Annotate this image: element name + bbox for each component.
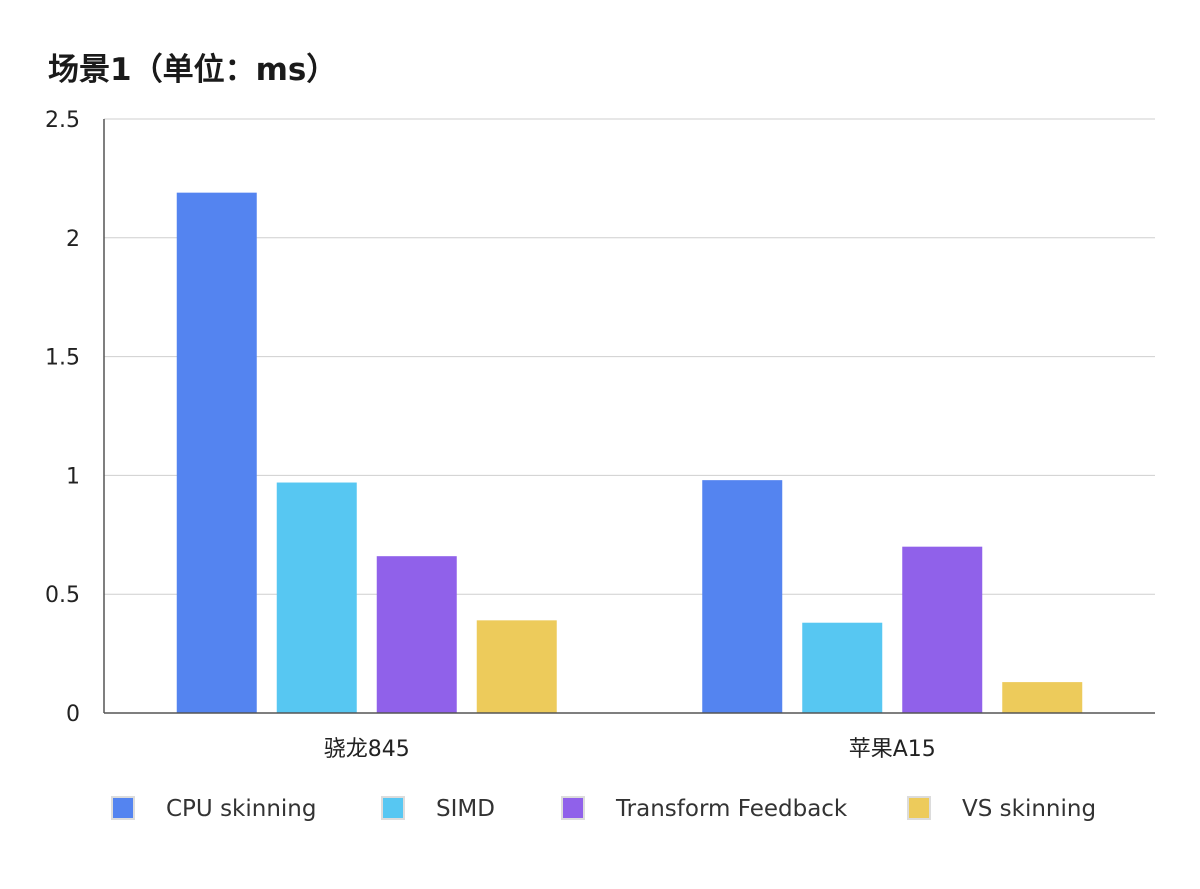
gridlines [104,118,1155,595]
x-tick-label: 苹果A15 [849,737,936,762]
x-tick-label: 骁龙845 [324,737,410,762]
y-tick-label: 0.5 [45,583,80,608]
bar [176,192,257,713]
y-tick-label: 0 [66,702,80,727]
legend-label: CPU skinning [166,796,317,822]
bar [702,480,783,713]
chart-title: 场景1（单位：ms） [48,52,338,88]
bar [476,620,557,713]
legend-label: VS skinning [962,796,1096,822]
legend-label: Transform Feedback [615,796,848,822]
y-tick-labels: 0 0.5 1 1.5 2 2.5 [45,108,80,727]
legend-swatch [561,796,585,820]
bar [1002,682,1083,713]
y-tick-label: 2 [66,227,80,252]
bar [276,482,357,713]
axes [103,119,1155,714]
legend-label: SIMD [436,796,495,822]
y-tick-label: 2.5 [45,108,80,133]
legend-swatch [381,796,405,820]
bar [802,622,883,713]
bars [176,192,1083,713]
y-tick-label: 1 [66,464,80,489]
bar [902,546,983,713]
legend-swatch [907,796,931,820]
legend: CPU skinning SIMD Transform Feedback VS ski… [111,796,1096,822]
bar [376,556,457,713]
y-tick-label: 1.5 [45,346,80,371]
legend-swatch [111,796,135,820]
x-tick-labels: 骁龙845 苹果A15 [324,737,936,762]
